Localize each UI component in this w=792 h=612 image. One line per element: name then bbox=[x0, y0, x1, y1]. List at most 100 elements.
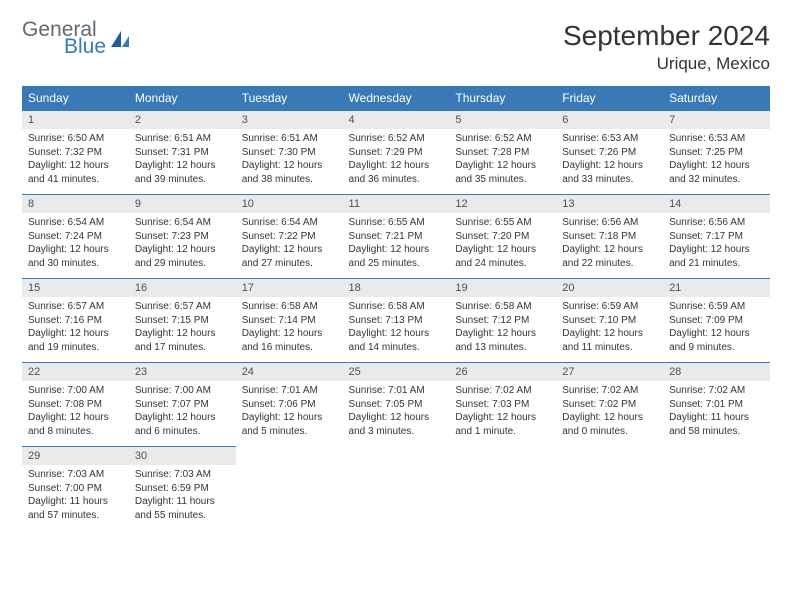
day-number: 23 bbox=[129, 363, 236, 381]
day-cell: 28Sunrise: 7:02 AMSunset: 7:01 PMDayligh… bbox=[663, 363, 770, 447]
day-number: 19 bbox=[449, 279, 556, 297]
day-details: Sunrise: 6:56 AMSunset: 7:17 PMDaylight:… bbox=[663, 213, 770, 278]
day-header-row: Sunday Monday Tuesday Wednesday Thursday… bbox=[22, 86, 770, 111]
day-details: Sunrise: 6:56 AMSunset: 7:18 PMDaylight:… bbox=[556, 213, 663, 278]
day-number: 10 bbox=[236, 195, 343, 213]
logo-sail-icon bbox=[110, 29, 132, 53]
day-details: Sunrise: 6:58 AMSunset: 7:13 PMDaylight:… bbox=[343, 297, 450, 362]
header: General Blue September 2024 Urique, Mexi… bbox=[22, 20, 770, 74]
dayhead-fri: Friday bbox=[556, 86, 663, 111]
day-details: Sunrise: 7:00 AMSunset: 7:08 PMDaylight:… bbox=[22, 381, 129, 446]
day-cell: 8Sunrise: 6:54 AMSunset: 7:24 PMDaylight… bbox=[22, 195, 129, 279]
week-row: 29Sunrise: 7:03 AMSunset: 7:00 PMDayligh… bbox=[22, 447, 770, 531]
day-details: Sunrise: 6:58 AMSunset: 7:12 PMDaylight:… bbox=[449, 297, 556, 362]
day-details: Sunrise: 6:51 AMSunset: 7:31 PMDaylight:… bbox=[129, 129, 236, 194]
day-cell: 22Sunrise: 7:00 AMSunset: 7:08 PMDayligh… bbox=[22, 363, 129, 447]
day-details: Sunrise: 6:54 AMSunset: 7:23 PMDaylight:… bbox=[129, 213, 236, 278]
dayhead-sat: Saturday bbox=[663, 86, 770, 111]
location: Urique, Mexico bbox=[563, 54, 770, 74]
day-cell: 9Sunrise: 6:54 AMSunset: 7:23 PMDaylight… bbox=[129, 195, 236, 279]
day-number: 24 bbox=[236, 363, 343, 381]
day-details: Sunrise: 6:51 AMSunset: 7:30 PMDaylight:… bbox=[236, 129, 343, 194]
day-number: 25 bbox=[343, 363, 450, 381]
day-cell: 5Sunrise: 6:52 AMSunset: 7:28 PMDaylight… bbox=[449, 111, 556, 195]
day-number: 20 bbox=[556, 279, 663, 297]
day-details: Sunrise: 7:03 AMSunset: 6:59 PMDaylight:… bbox=[129, 465, 236, 530]
day-cell: 3Sunrise: 6:51 AMSunset: 7:30 PMDaylight… bbox=[236, 111, 343, 195]
day-details: Sunrise: 7:02 AMSunset: 7:01 PMDaylight:… bbox=[663, 381, 770, 446]
day-cell: 29Sunrise: 7:03 AMSunset: 7:00 PMDayligh… bbox=[22, 447, 129, 531]
day-details: Sunrise: 6:50 AMSunset: 7:32 PMDaylight:… bbox=[22, 129, 129, 194]
day-cell: 14Sunrise: 6:56 AMSunset: 7:17 PMDayligh… bbox=[663, 195, 770, 279]
day-cell: 25Sunrise: 7:01 AMSunset: 7:05 PMDayligh… bbox=[343, 363, 450, 447]
day-number: 29 bbox=[22, 447, 129, 465]
dayhead-wed: Wednesday bbox=[343, 86, 450, 111]
logo-text: General Blue bbox=[22, 20, 106, 57]
day-cell: 10Sunrise: 6:54 AMSunset: 7:22 PMDayligh… bbox=[236, 195, 343, 279]
dayhead-tue: Tuesday bbox=[236, 86, 343, 111]
day-details: Sunrise: 6:57 AMSunset: 7:16 PMDaylight:… bbox=[22, 297, 129, 362]
day-number: 30 bbox=[129, 447, 236, 465]
week-row: 15Sunrise: 6:57 AMSunset: 7:16 PMDayligh… bbox=[22, 279, 770, 363]
day-cell: 13Sunrise: 6:56 AMSunset: 7:18 PMDayligh… bbox=[556, 195, 663, 279]
calendar-body: 1Sunrise: 6:50 AMSunset: 7:32 PMDaylight… bbox=[22, 111, 770, 531]
day-number: 14 bbox=[663, 195, 770, 213]
day-details: Sunrise: 7:02 AMSunset: 7:03 PMDaylight:… bbox=[449, 381, 556, 446]
day-details: Sunrise: 7:00 AMSunset: 7:07 PMDaylight:… bbox=[129, 381, 236, 446]
day-cell: 19Sunrise: 6:58 AMSunset: 7:12 PMDayligh… bbox=[449, 279, 556, 363]
day-cell: 18Sunrise: 6:58 AMSunset: 7:13 PMDayligh… bbox=[343, 279, 450, 363]
day-number: 16 bbox=[129, 279, 236, 297]
day-cell: .. bbox=[236, 447, 343, 531]
day-number: 26 bbox=[449, 363, 556, 381]
day-cell: 21Sunrise: 6:59 AMSunset: 7:09 PMDayligh… bbox=[663, 279, 770, 363]
day-number: 15 bbox=[22, 279, 129, 297]
day-number: 18 bbox=[343, 279, 450, 297]
day-cell: 26Sunrise: 7:02 AMSunset: 7:03 PMDayligh… bbox=[449, 363, 556, 447]
day-number: 3 bbox=[236, 111, 343, 129]
day-cell: 4Sunrise: 6:52 AMSunset: 7:29 PMDaylight… bbox=[343, 111, 450, 195]
day-details: Sunrise: 7:01 AMSunset: 7:06 PMDaylight:… bbox=[236, 381, 343, 446]
day-number: 13 bbox=[556, 195, 663, 213]
week-row: 1Sunrise: 6:50 AMSunset: 7:32 PMDaylight… bbox=[22, 111, 770, 195]
dayhead-thu: Thursday bbox=[449, 86, 556, 111]
day-cell: .. bbox=[343, 447, 450, 531]
dayhead-sun: Sunday bbox=[22, 86, 129, 111]
day-details: Sunrise: 7:03 AMSunset: 7:00 PMDaylight:… bbox=[22, 465, 129, 530]
day-number: 7 bbox=[663, 111, 770, 129]
day-number: 17 bbox=[236, 279, 343, 297]
day-number: 11 bbox=[343, 195, 450, 213]
day-details: Sunrise: 6:53 AMSunset: 7:26 PMDaylight:… bbox=[556, 129, 663, 194]
day-number: 9 bbox=[129, 195, 236, 213]
day-details: Sunrise: 7:02 AMSunset: 7:02 PMDaylight:… bbox=[556, 381, 663, 446]
day-number: 12 bbox=[449, 195, 556, 213]
day-number: 2 bbox=[129, 111, 236, 129]
day-details: Sunrise: 7:01 AMSunset: 7:05 PMDaylight:… bbox=[343, 381, 450, 446]
day-number: 28 bbox=[663, 363, 770, 381]
day-details: Sunrise: 6:55 AMSunset: 7:21 PMDaylight:… bbox=[343, 213, 450, 278]
day-cell: 20Sunrise: 6:59 AMSunset: 7:10 PMDayligh… bbox=[556, 279, 663, 363]
day-cell: 11Sunrise: 6:55 AMSunset: 7:21 PMDayligh… bbox=[343, 195, 450, 279]
day-number: 27 bbox=[556, 363, 663, 381]
day-number: 6 bbox=[556, 111, 663, 129]
day-details: Sunrise: 6:59 AMSunset: 7:10 PMDaylight:… bbox=[556, 297, 663, 362]
day-number: 4 bbox=[343, 111, 450, 129]
day-cell: 1Sunrise: 6:50 AMSunset: 7:32 PMDaylight… bbox=[22, 111, 129, 195]
day-details: Sunrise: 6:53 AMSunset: 7:25 PMDaylight:… bbox=[663, 129, 770, 194]
day-cell: .. bbox=[663, 447, 770, 531]
day-details: Sunrise: 6:58 AMSunset: 7:14 PMDaylight:… bbox=[236, 297, 343, 362]
day-cell: 12Sunrise: 6:55 AMSunset: 7:20 PMDayligh… bbox=[449, 195, 556, 279]
dayhead-mon: Monday bbox=[129, 86, 236, 111]
day-number: 8 bbox=[22, 195, 129, 213]
day-cell: 16Sunrise: 6:57 AMSunset: 7:15 PMDayligh… bbox=[129, 279, 236, 363]
day-cell: 7Sunrise: 6:53 AMSunset: 7:25 PMDaylight… bbox=[663, 111, 770, 195]
day-details: Sunrise: 6:52 AMSunset: 7:29 PMDaylight:… bbox=[343, 129, 450, 194]
week-row: 22Sunrise: 7:00 AMSunset: 7:08 PMDayligh… bbox=[22, 363, 770, 447]
day-number: 21 bbox=[663, 279, 770, 297]
logo: General Blue bbox=[22, 20, 132, 57]
day-details: Sunrise: 6:52 AMSunset: 7:28 PMDaylight:… bbox=[449, 129, 556, 194]
day-number: 5 bbox=[449, 111, 556, 129]
day-cell: 27Sunrise: 7:02 AMSunset: 7:02 PMDayligh… bbox=[556, 363, 663, 447]
day-cell: .. bbox=[556, 447, 663, 531]
day-details: Sunrise: 6:54 AMSunset: 7:22 PMDaylight:… bbox=[236, 213, 343, 278]
day-details: Sunrise: 6:59 AMSunset: 7:09 PMDaylight:… bbox=[663, 297, 770, 362]
